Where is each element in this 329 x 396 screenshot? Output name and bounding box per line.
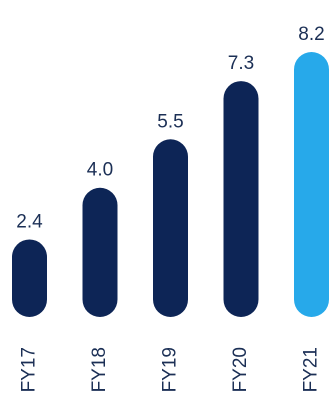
value-label-fy17: 2.4 [16,211,43,232]
value-label-fy20: 7.3 [228,53,254,74]
x-tick-label-fy19: FY19 [160,347,181,392]
bar-fy18 [82,187,118,317]
x-tick-label-fy21: FY21 [301,347,322,392]
bar-fy19 [153,139,188,317]
x-tick-label-fy17: FY17 [19,347,40,392]
x-tick-label-fy18: FY18 [89,347,110,392]
bar-fy17 [12,239,47,317]
value-label-fy19: 5.5 [157,111,183,132]
value-labels-layer: 2.4 4.0 5.5 7.3 8.2 [16,24,324,232]
value-label-fy21: 8.2 [298,24,324,45]
bars-layer [12,52,329,318]
value-label-fy18: 4.0 [87,160,113,181]
bar-fy21 [294,52,329,317]
bar-fy20 [223,81,259,318]
x-tick-label-fy20: FY20 [230,347,251,392]
x-axis-tick-labels: FY17 FY18 FY19 FY20 FY21 [19,347,322,392]
